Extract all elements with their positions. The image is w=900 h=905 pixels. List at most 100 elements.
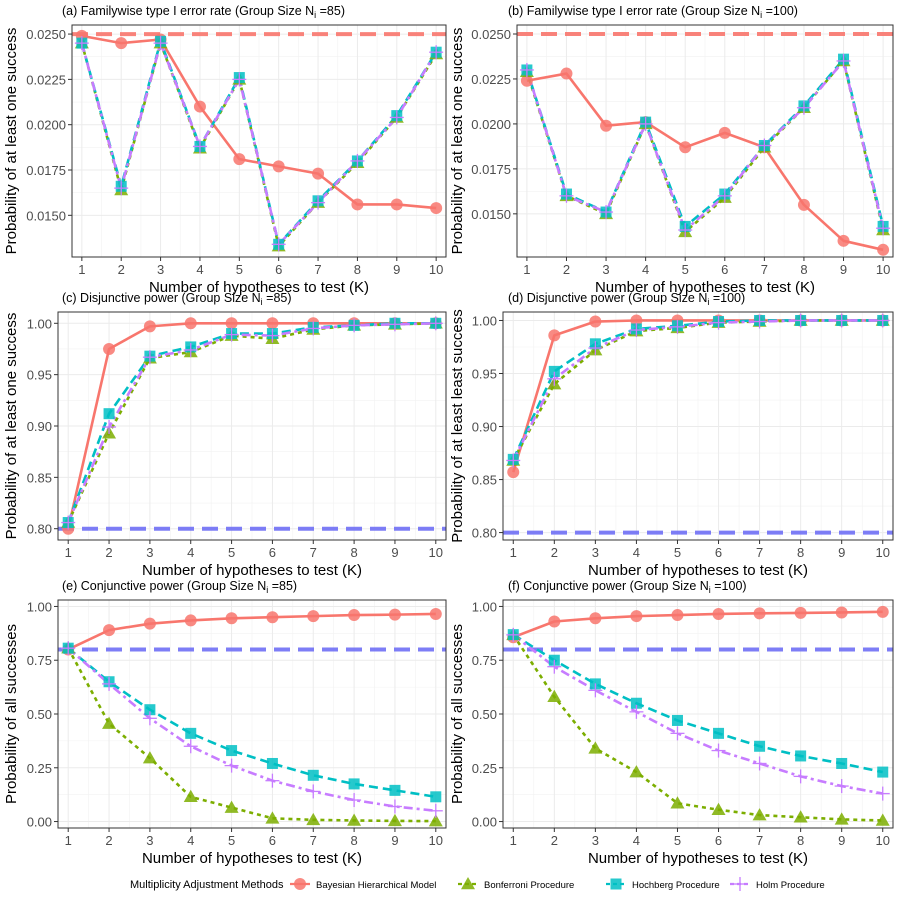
legend-items: Bayesian Hierarchical Model Bonferroni Pr…	[290, 877, 825, 891]
x-tick-label: 10	[876, 833, 890, 848]
point-bayesian-k9	[390, 198, 403, 211]
point-bonferroni-k10	[875, 813, 890, 826]
series-line-bayesian	[66, 321, 436, 529]
point-holm-k3	[588, 341, 603, 356]
x-tick-label: 5	[228, 833, 235, 848]
panel-title-main: (e) Conjunctive power (Group Size N	[62, 579, 266, 593]
point-holm-k2	[547, 371, 562, 386]
point-hochberg-k9	[836, 757, 848, 769]
point-holm-k2	[102, 420, 117, 435]
point-bayesian-k4	[630, 610, 643, 623]
x-axis-title: Number of hypotheses to test (K)	[595, 279, 815, 296]
point-hochberg-k8	[348, 778, 360, 790]
point-holm-k5	[670, 319, 685, 334]
point-bonferroni-k4	[183, 789, 198, 803]
point-bonferroni-k2	[547, 689, 562, 703]
point-holm-k3	[153, 36, 168, 51]
panel-title-main: (f) Conjunctive power (Group Size N	[508, 579, 709, 593]
series-line-holm	[512, 633, 883, 795]
point-holm-k2	[547, 659, 562, 674]
x-tick-label: 2	[105, 833, 112, 848]
panel-2: 1 2 3 4 5 6 7 8 9 10 0.0150 0.0175 0.0200 0.0225 0.025…	[449, 4, 894, 296]
legend-marker-bonferroni	[461, 877, 475, 890]
point-holm-k6	[265, 773, 280, 788]
x-tick-label: 3	[146, 545, 153, 560]
x-axis-title: Number of hypotheses to test (K)	[149, 279, 369, 296]
y-tick-label: 1.00	[472, 599, 497, 614]
point-bonferroni-k8	[347, 813, 362, 826]
point-bonferroni-k6	[265, 811, 280, 824]
series-line-holm	[525, 59, 885, 232]
y-tick-label: 0.0175	[26, 163, 66, 178]
x-tick-label: 4	[633, 833, 640, 848]
legend-label-holm: Holm Procedure	[756, 880, 825, 891]
panel-title-tail: =100)	[762, 4, 798, 18]
y-tick-label: 0.00	[472, 815, 497, 830]
x-tick-label: 8	[350, 833, 357, 848]
point-holm-k1	[74, 36, 89, 51]
series-line-bayesian	[67, 612, 436, 651]
y-axis-title: Probability of all successes	[3, 624, 20, 804]
point-hochberg-k6	[266, 757, 278, 769]
point-bayesian-k10	[429, 607, 442, 620]
point-bayesian-k6	[718, 126, 731, 139]
point-bayesian-k4	[193, 100, 206, 113]
point-holm-k4	[638, 116, 653, 131]
point-holm-k4	[183, 343, 198, 357]
point-bonferroni-k9	[834, 812, 849, 825]
point-hochberg-k7	[307, 769, 319, 781]
point-holm-k4	[629, 323, 644, 338]
panels: 1 2 3 4 5 6 7 8 9 10 0.0150 0.0175 0.0200 0.0225 0.025…	[3, 4, 894, 867]
panel-title-subscript: i	[707, 297, 709, 307]
point-holm-k6	[711, 743, 726, 758]
point-bonferroni-k7	[752, 808, 767, 821]
y-tick-label: 0.25	[27, 761, 52, 776]
legend-marker-hochberg	[610, 878, 622, 890]
x-tick-label: 6	[721, 262, 728, 277]
y-tick-label: 0.85	[472, 473, 497, 488]
panel-title-main: (d) Disjunctive power (Group Size N	[508, 291, 707, 305]
point-holm-k6	[265, 328, 280, 343]
x-tick-label: 9	[391, 545, 398, 560]
x-tick-label: 1	[510, 833, 517, 848]
panel-border	[516, 24, 894, 258]
legend-marker-bayesian	[294, 878, 306, 890]
x-tick-label: 1	[510, 545, 517, 560]
point-hochberg-k5	[226, 745, 238, 757]
point-holm-k1	[61, 515, 76, 530]
point-holm-k9	[389, 110, 404, 125]
y-axis-title: Probability of at least one success	[449, 28, 466, 255]
y-tick-label: 0.50	[27, 707, 52, 722]
point-holm-k9	[834, 313, 849, 328]
point-holm-k3	[588, 683, 603, 698]
point-bayesian-k5	[671, 609, 684, 622]
point-bayesian-k2	[115, 37, 128, 50]
point-bonferroni-k3	[142, 751, 157, 764]
point-holm-k7	[306, 321, 321, 336]
point-hochberg-k10	[877, 766, 889, 778]
point-bayesian-k10	[430, 202, 443, 215]
x-tick-label: 6	[275, 262, 282, 277]
panel-title: (d) Disjunctive power (Group Size Ni =10…	[508, 291, 745, 307]
x-tick-label: 3	[592, 833, 599, 848]
x-tick-label: 4	[633, 545, 640, 560]
point-holm-k5	[678, 223, 693, 238]
legend-title: Multiplicity Adjustment Methods	[130, 879, 284, 891]
legend-label-hochberg: Hochberg Procedure	[632, 880, 720, 891]
point-holm-k10	[875, 313, 890, 328]
point-bonferroni-k6	[711, 802, 726, 815]
panel-title-tail: =100)	[711, 579, 747, 593]
x-tick-label: 1	[65, 833, 72, 848]
point-bayesian-k1	[520, 74, 533, 87]
x-tick-label: 10	[429, 545, 443, 560]
x-tick-label: 9	[838, 545, 845, 560]
point-holm-k4	[629, 704, 644, 719]
panel-title-subscript: i	[709, 585, 711, 595]
y-tick-label: 0.85	[27, 470, 52, 485]
series-line-bonferroni	[67, 647, 436, 823]
point-bayesian-k2	[103, 342, 116, 355]
point-holm-k8	[796, 100, 811, 115]
legend-item-bonferroni: Bonferroni Procedure	[458, 877, 574, 891]
x-tick-label: 3	[146, 833, 153, 848]
